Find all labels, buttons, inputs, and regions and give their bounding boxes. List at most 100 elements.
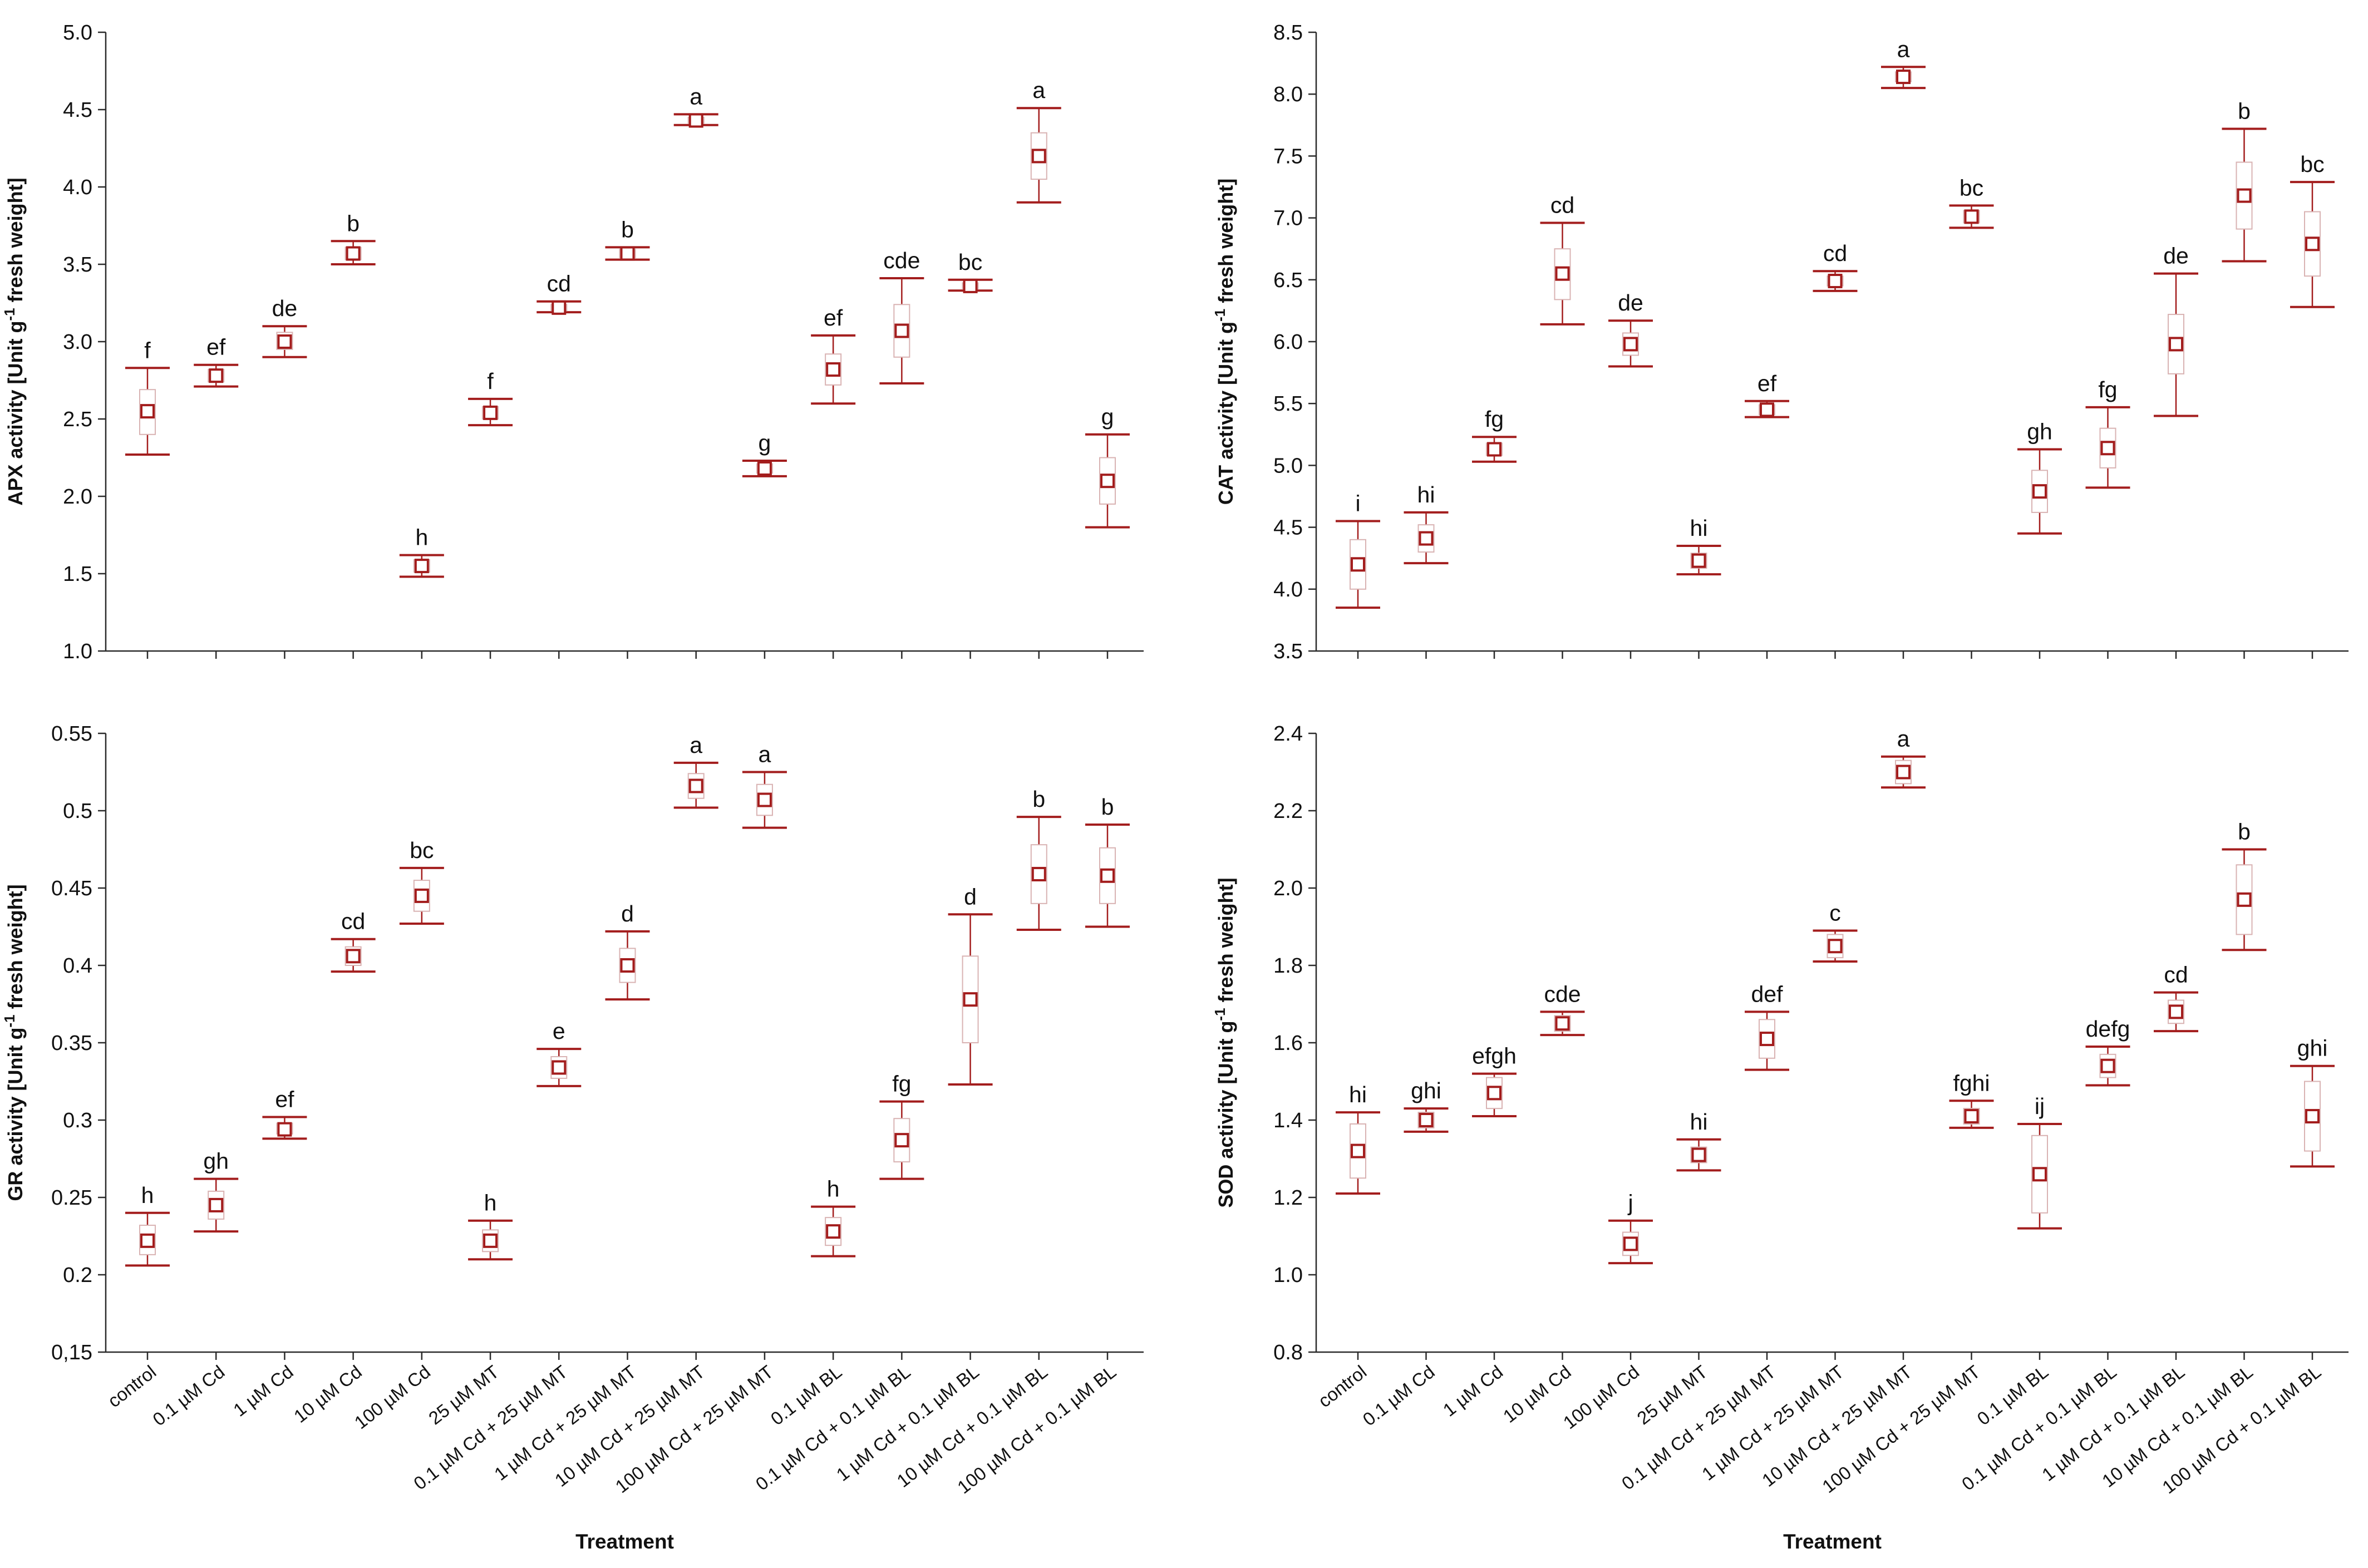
mean-marker [826, 1224, 841, 1239]
se-box [893, 1118, 910, 1163]
se-box [1690, 553, 1707, 569]
significance-letter: cde [883, 248, 920, 273]
significance-letter: hi [1349, 1082, 1367, 1107]
se-box [1759, 1019, 1775, 1059]
significance-letter: j [1627, 1190, 1633, 1216]
significance-letter: cd [1823, 240, 1847, 266]
significance-letter: bc [410, 837, 434, 863]
significance-letter: cd [1550, 192, 1574, 218]
x-category-label: 1 µM Cd [1439, 1361, 1507, 1420]
significance-letter: g [1101, 404, 1114, 430]
se-box [2304, 211, 2321, 277]
mean-marker [2100, 441, 2115, 456]
mean-marker [826, 362, 841, 377]
y-tick-label: 7.0 [1273, 207, 1303, 230]
significance-letter: e [553, 1018, 565, 1044]
y-tick-label: 4.0 [1273, 578, 1303, 601]
y-axis-label: CAT activity [Unit g-1 fresh weight] [1212, 179, 1237, 505]
se-box [1622, 1231, 1639, 1256]
significance-letter: ef [206, 334, 226, 360]
mean-marker [963, 992, 978, 1007]
mean-marker [1555, 1016, 1570, 1031]
mean-marker [757, 792, 772, 807]
mean-marker [2100, 1058, 2115, 1073]
se-box [1690, 1146, 1707, 1163]
y-tick-label: 7.5 [1273, 145, 1303, 168]
se-box [1622, 332, 1639, 356]
mean-marker [346, 949, 361, 964]
chart-panel-top-left: 1.0 1.5 2.0 2.5 3.0 3.5 4.0 4.5 5.0 APX activity … [1, 21, 1144, 663]
mean-marker [963, 278, 978, 293]
se-box [619, 948, 636, 983]
se-box [2099, 1053, 2116, 1078]
se-box [1963, 1108, 1980, 1125]
mean-marker [140, 404, 155, 419]
se-box [825, 353, 842, 386]
se-box [208, 1190, 225, 1220]
mean-marker [2305, 236, 2320, 252]
y-tick-label: 4.5 [1273, 516, 1303, 540]
se-box [2031, 470, 2048, 513]
y-tick-label: 1.8 [1273, 954, 1303, 978]
significance-letter: de [272, 295, 298, 321]
se-box [413, 880, 430, 912]
significance-letter: b [621, 216, 634, 242]
mean-marker [1896, 70, 1911, 85]
significance-letter: ghi [2297, 1036, 2328, 1061]
y-tick-label: 1.0 [63, 640, 92, 663]
mean-marker [209, 368, 224, 383]
se-box [2168, 314, 2184, 374]
y-tick-label: 1.4 [1273, 1109, 1303, 1132]
mean-marker [277, 1122, 292, 1137]
mean-marker [2169, 337, 2183, 352]
mean-marker [277, 334, 292, 349]
y-tick-label: 2.5 [63, 408, 92, 431]
significance-letter: ij [2035, 1093, 2045, 1119]
significance-letter: ef [824, 305, 843, 331]
significance-letter: hi [1690, 1109, 1708, 1135]
mean-marker [1351, 1143, 1365, 1158]
se-box [687, 773, 705, 799]
significance-letter: a [690, 83, 702, 109]
y-tick-label: 0.45 [51, 877, 92, 900]
mean-marker [2032, 484, 2047, 499]
se-box [1030, 132, 1047, 180]
significance-letter: a [1897, 36, 1910, 62]
x-axis-label: Treatment [575, 1530, 674, 1553]
se-box [344, 946, 362, 967]
significance-letter: gh [203, 1148, 229, 1174]
y-tick-label: 2.0 [1273, 877, 1303, 900]
mean-marker [2305, 1109, 2320, 1124]
significance-letter: hi [1417, 482, 1435, 507]
se-box [482, 1229, 499, 1253]
mean-marker [2237, 188, 2252, 203]
significance-letter: cd [2164, 962, 2188, 988]
mean-marker [1351, 557, 1365, 572]
significance-letter: cde [1544, 981, 1581, 1007]
mean-marker [1031, 866, 1046, 881]
y-tick-label: 0.55 [51, 722, 92, 746]
significance-letter: de [1618, 290, 1643, 315]
x-category-label: 100 µM Cd [1559, 1361, 1643, 1433]
y-tick-label: 1.6 [1273, 1032, 1303, 1055]
se-box [2304, 1081, 2321, 1152]
mean-marker [2237, 892, 2252, 907]
mean-marker [1487, 442, 1501, 457]
x-category-label: 0.1 µM Cd [1359, 1361, 1439, 1429]
y-tick-label: 1.0 [1273, 1264, 1303, 1287]
se-box [825, 1217, 842, 1246]
significance-letter: hi [1690, 515, 1708, 541]
mean-marker [620, 958, 635, 973]
y-tick-label: 5.5 [1273, 392, 1303, 416]
se-box [1099, 847, 1116, 904]
significance-letter: g [759, 430, 771, 456]
y-tick-label: 5.0 [63, 21, 92, 45]
y-tick-label: 0.25 [51, 1186, 92, 1210]
se-box [550, 1056, 568, 1079]
mean-marker [2169, 1004, 2183, 1019]
se-box [1486, 1077, 1503, 1110]
mean-marker [1100, 474, 1115, 489]
se-box [1099, 457, 1116, 505]
y-tick-label: 0.2 [63, 1264, 92, 1287]
